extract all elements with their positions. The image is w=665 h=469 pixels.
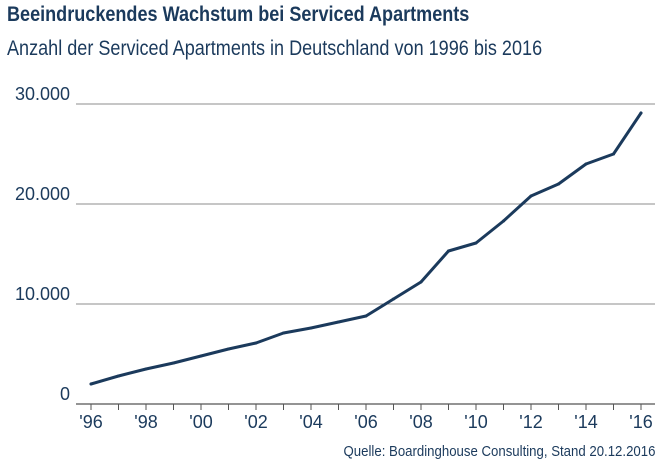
x-axis (76, 403, 655, 410)
chart-title: Beeindruckendes Wachstum bei Serviced Ap… (7, 3, 470, 26)
data-point (227, 347, 230, 351)
data-point (447, 249, 450, 253)
data-point (584, 162, 588, 166)
data-point (557, 182, 560, 186)
data-point (419, 280, 423, 284)
data-point (254, 341, 258, 345)
data-point (392, 297, 395, 301)
data-point (309, 326, 313, 330)
data-point (502, 219, 505, 223)
data-point (144, 367, 148, 371)
x-axis-ticks: '96 '98 '00 '02 '04 '06 '08 '10 '12 '14 '16 (79, 412, 652, 432)
x-tick-label: '02 (244, 412, 267, 432)
data-point (612, 152, 615, 156)
data-point (639, 111, 643, 115)
y-tick-label: 0 (60, 384, 70, 404)
x-tick-label: '04 (299, 412, 322, 432)
chart-subtitle: Anzahl der Serviced Apartments in Deutsc… (7, 37, 543, 60)
x-tick-label: '16 (629, 412, 652, 432)
data-point (172, 361, 175, 365)
x-tick-label: '14 (574, 412, 597, 432)
y-tick-label: 10.000 (15, 284, 70, 304)
y-axis-ticks: 0 10.000 20.000 30.000 (15, 84, 70, 404)
series-line (89, 111, 643, 386)
gridlines (76, 103, 655, 305)
data-point (364, 314, 368, 318)
source-note: Quelle: Boardinghouse Consulting, Stand … (343, 443, 655, 460)
data-point (199, 354, 203, 358)
x-tick-label: '08 (409, 412, 432, 432)
data-series (89, 111, 643, 386)
x-tick-label: '00 (189, 412, 212, 432)
data-point (282, 331, 285, 335)
data-point (337, 320, 340, 324)
x-tick-label: '06 (354, 412, 377, 432)
x-tick-label: '12 (519, 412, 542, 432)
x-tick-label: '96 (79, 412, 102, 432)
data-point (474, 241, 478, 245)
data-point (89, 382, 93, 386)
y-tick-label: 30.000 (15, 84, 70, 104)
data-point (117, 374, 120, 378)
x-tick-label: '10 (464, 412, 487, 432)
y-tick-label: 20.000 (15, 184, 70, 204)
data-point (529, 194, 533, 198)
x-tick-label: '98 (134, 412, 157, 432)
